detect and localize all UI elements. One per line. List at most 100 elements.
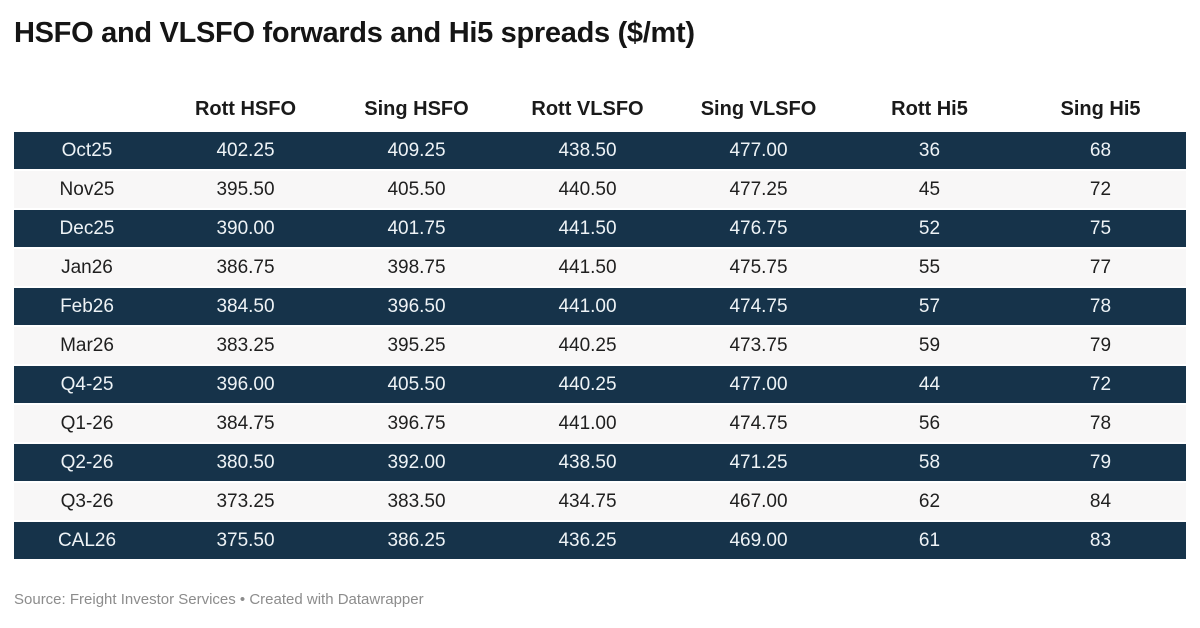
value-cell: 396.00 [160,366,331,405]
table-body: Oct25 402.25 409.25 438.50 477.00 36 68 Nov25 39… [14,132,1186,561]
value-cell: 383.50 [331,483,502,522]
value-cell: 383.25 [160,327,331,366]
value-cell: 469.00 [673,522,844,561]
value-cell: 56 [844,405,1015,444]
value-cell: 75 [1015,210,1186,249]
column-header: Sing Hi5 [1015,86,1186,132]
table-row: Mar26 383.25 395.25 440.25 473.75 59 79 [14,327,1186,366]
value-cell: 384.50 [160,288,331,327]
row-label-cell: Mar26 [14,327,160,366]
value-cell: 375.50 [160,522,331,561]
row-label-cell: Q1-26 [14,405,160,444]
value-cell: 440.25 [502,327,673,366]
row-label-cell: Q3-26 [14,483,160,522]
row-label-cell: Dec25 [14,210,160,249]
value-cell: 441.00 [502,288,673,327]
value-cell: 436.25 [502,522,673,561]
table-row: Feb26 384.50 396.50 441.00 474.75 57 78 [14,288,1186,327]
value-cell: 441.50 [502,210,673,249]
value-cell: 409.25 [331,132,502,171]
row-label-cell: Jan26 [14,249,160,288]
value-cell: 477.00 [673,366,844,405]
value-cell: 380.50 [160,444,331,483]
column-header: Sing HSFO [331,86,502,132]
value-cell: 59 [844,327,1015,366]
column-header: Rott HSFO [160,86,331,132]
value-cell: 52 [844,210,1015,249]
value-cell: 405.50 [331,366,502,405]
table-row: Nov25 395.50 405.50 440.50 477.25 45 72 [14,171,1186,210]
table-row: Oct25 402.25 409.25 438.50 477.00 36 68 [14,132,1186,171]
value-cell: 84 [1015,483,1186,522]
value-cell: 473.75 [673,327,844,366]
row-label-cell: Q2-26 [14,444,160,483]
row-label-cell: Q4-25 [14,366,160,405]
value-cell: 77 [1015,249,1186,288]
value-cell: 398.75 [331,249,502,288]
value-cell: 384.75 [160,405,331,444]
value-cell: 62 [844,483,1015,522]
value-cell: 405.50 [331,171,502,210]
value-cell: 58 [844,444,1015,483]
table-row: Q1-26 384.75 396.75 441.00 474.75 56 78 [14,405,1186,444]
table-row: Q2-26 380.50 392.00 438.50 471.25 58 79 [14,444,1186,483]
value-cell: 72 [1015,171,1186,210]
value-cell: 390.00 [160,210,331,249]
value-cell: 441.50 [502,249,673,288]
value-cell: 386.75 [160,249,331,288]
value-cell: 474.75 [673,405,844,444]
value-cell: 440.25 [502,366,673,405]
value-cell: 401.75 [331,210,502,249]
value-cell: 477.00 [673,132,844,171]
value-cell: 392.00 [331,444,502,483]
value-cell: 68 [1015,132,1186,171]
value-cell: 386.25 [331,522,502,561]
value-cell: 79 [1015,444,1186,483]
table-row: CAL26 375.50 386.25 436.25 469.00 61 83 [14,522,1186,561]
value-cell: 396.75 [331,405,502,444]
forwards-table: Rott HSFO Sing HSFO Rott VLSFO Sing VLSFO Ro… [14,86,1186,561]
value-cell: 395.25 [331,327,502,366]
value-cell: 395.50 [160,171,331,210]
value-cell: 402.25 [160,132,331,171]
value-cell: 476.75 [673,210,844,249]
value-cell: 434.75 [502,483,673,522]
value-cell: 373.25 [160,483,331,522]
value-cell: 83 [1015,522,1186,561]
value-cell: 57 [844,288,1015,327]
value-cell: 477.25 [673,171,844,210]
value-cell: 45 [844,171,1015,210]
table-row: Q4-25 396.00 405.50 440.25 477.00 44 72 [14,366,1186,405]
row-label-cell: Nov25 [14,171,160,210]
value-cell: 79 [1015,327,1186,366]
value-cell: 44 [844,366,1015,405]
column-header: Sing VLSFO [673,86,844,132]
value-cell: 36 [844,132,1015,171]
value-cell: 396.50 [331,288,502,327]
table-header: Rott HSFO Sing HSFO Rott VLSFO Sing VLSFO Ro… [14,86,1186,132]
value-cell: 467.00 [673,483,844,522]
column-header: Rott Hi5 [844,86,1015,132]
row-label-cell: CAL26 [14,522,160,561]
value-cell: 471.25 [673,444,844,483]
column-header: Rott VLSFO [502,86,673,132]
value-cell: 61 [844,522,1015,561]
table-row: Jan26 386.75 398.75 441.50 475.75 55 77 [14,249,1186,288]
source-attribution: Source: Freight Investor Services • Crea… [14,591,424,608]
value-cell: 78 [1015,405,1186,444]
header-row: Rott HSFO Sing HSFO Rott VLSFO Sing VLSFO Ro… [14,86,1186,132]
table-row: Dec25 390.00 401.75 441.50 476.75 52 75 [14,210,1186,249]
table-row: Q3-26 373.25 383.50 434.75 467.00 62 84 [14,483,1186,522]
value-cell: 475.75 [673,249,844,288]
value-cell: 440.50 [502,171,673,210]
column-header [14,86,160,132]
row-label-cell: Oct25 [14,132,160,171]
value-cell: 441.00 [502,405,673,444]
value-cell: 78 [1015,288,1186,327]
value-cell: 72 [1015,366,1186,405]
value-cell: 438.50 [502,444,673,483]
value-cell: 474.75 [673,288,844,327]
page-title: HSFO and VLSFO forwards and Hi5 spreads … [14,17,695,49]
row-label-cell: Feb26 [14,288,160,327]
